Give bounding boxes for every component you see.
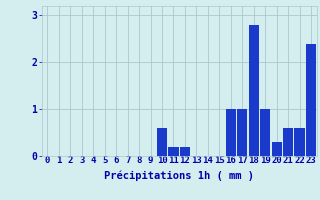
Bar bbox=[260, 109, 270, 156]
Bar bbox=[237, 109, 247, 156]
Bar bbox=[157, 128, 167, 156]
Bar bbox=[306, 44, 316, 156]
X-axis label: Précipitations 1h ( mm ): Précipitations 1h ( mm ) bbox=[104, 171, 254, 181]
Bar bbox=[249, 25, 259, 156]
Bar bbox=[271, 142, 282, 156]
Bar bbox=[180, 147, 190, 156]
Bar bbox=[168, 147, 179, 156]
Bar bbox=[294, 128, 305, 156]
Bar bbox=[283, 128, 293, 156]
Bar bbox=[226, 109, 236, 156]
